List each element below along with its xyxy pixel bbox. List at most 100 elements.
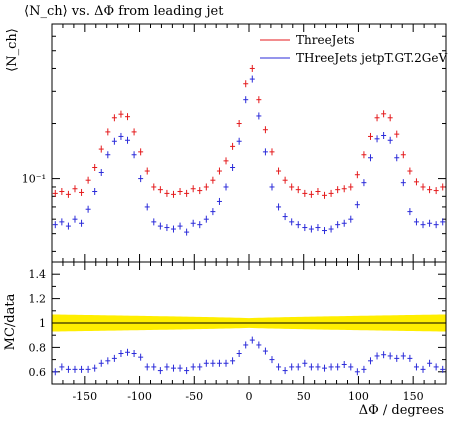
- data-point-threejets: [223, 157, 229, 165]
- data-point-jetpt: [381, 132, 387, 140]
- data-point-jetpt: [236, 137, 242, 145]
- ratio-data-point: [295, 363, 301, 371]
- main-ytick-label: 10⁻¹: [22, 173, 46, 186]
- data-point-threejets: [164, 189, 170, 197]
- ratio-data-point: [190, 363, 196, 371]
- data-point-jetpt: [367, 154, 373, 162]
- data-point-jetpt: [85, 205, 91, 213]
- data-point-jetpt: [256, 112, 262, 120]
- data-point-threejets: [79, 188, 85, 196]
- data-point-jetpt: [394, 154, 400, 162]
- data-point-threejets: [413, 178, 419, 186]
- data-point-threejets: [348, 183, 354, 191]
- ratio-xtick-label: -150: [72, 390, 97, 403]
- data-point-jetpt: [276, 203, 282, 211]
- data-point-threejets: [322, 191, 328, 199]
- ratio-data-point: [98, 359, 104, 367]
- ratio-data-point: [85, 365, 91, 373]
- data-point-threejets: [440, 183, 446, 191]
- ratio-data-point: [282, 367, 288, 375]
- ratio-data-point: [407, 354, 413, 362]
- ratio-data-point: [210, 359, 216, 367]
- ratio-data-point: [203, 359, 209, 367]
- data-point-jetpt: [131, 151, 137, 159]
- data-point-threejets: [361, 151, 367, 159]
- ratio-data-point: [92, 364, 98, 372]
- data-point-jetpt: [440, 218, 446, 226]
- data-point-jetpt: [170, 225, 176, 233]
- ratio-data-point: [249, 336, 255, 344]
- data-point-threejets: [282, 176, 288, 184]
- data-point-jetpt: [98, 168, 104, 176]
- ratio-ytick-label: 0.8: [29, 341, 47, 354]
- ratio-ytick-label: 1: [39, 317, 46, 330]
- data-point-threejets: [170, 190, 176, 198]
- ratio-xtick-label: 50: [297, 390, 311, 403]
- ratio-data-point: [315, 363, 321, 371]
- ratio-data-point: [184, 367, 190, 375]
- ratio-data-point: [131, 350, 137, 357]
- data-point-threejets: [433, 187, 439, 195]
- data-point-jetpt: [190, 219, 196, 227]
- data-point-threejets: [65, 190, 71, 198]
- ratio-data-point: [144, 363, 150, 371]
- data-point-jetpt: [210, 208, 216, 216]
- data-point-threejets: [367, 132, 373, 140]
- ratio-data-point: [367, 357, 373, 365]
- data-point-jetpt: [341, 219, 347, 227]
- data-point-jetpt: [282, 213, 288, 221]
- ratio-data-point: [59, 363, 65, 371]
- ratio-data-point: [341, 360, 347, 368]
- data-point-threejets: [335, 186, 341, 194]
- ratio-data-point: [328, 363, 334, 371]
- ratio-data-point: [170, 364, 176, 372]
- data-point-jetpt: [197, 221, 203, 229]
- data-point-threejets: [203, 183, 209, 191]
- data-point-threejets: [138, 148, 144, 156]
- data-point-jetpt: [302, 224, 308, 232]
- data-point-threejets: [52, 189, 58, 197]
- ratio-xtick-label: -50: [185, 390, 203, 403]
- data-point-jetpt: [59, 218, 65, 226]
- main-title: ⟨N_ch⟩ vs. ΔΦ from leading jet: [24, 4, 224, 19]
- ratio-plot-panel: 0.6 0.8 1 1.2 1.4 -150 -100 -50 0 50 100 150: [29, 261, 447, 403]
- data-point-jetpt: [216, 197, 222, 205]
- ratio-data-point: [335, 363, 341, 371]
- data-point-jetpt: [144, 203, 150, 211]
- data-point-threejets: [262, 126, 268, 134]
- data-point-threejets: [328, 189, 334, 197]
- data-point-threejets: [184, 189, 190, 197]
- data-point-jetpt: [354, 201, 360, 209]
- data-point-jetpt: [125, 136, 131, 144]
- ratio-data-point: [157, 367, 163, 375]
- ratio-data-point: [243, 341, 249, 349]
- data-point-threejets: [59, 188, 65, 196]
- data-point-threejets: [374, 114, 380, 122]
- ratio-data-point: [230, 357, 236, 365]
- data-point-threejets: [256, 96, 262, 104]
- ratio-data-point: [381, 351, 387, 359]
- data-point-jetpt: [308, 225, 314, 233]
- data-point-threejets: [394, 130, 400, 138]
- ratio-data-point: [164, 363, 170, 371]
- ratio-ylabel: MC/data: [3, 293, 18, 350]
- data-point-threejets: [230, 142, 236, 150]
- ratio-data-point: [223, 359, 229, 367]
- data-point-jetpt: [138, 175, 144, 183]
- ratio-data-point: [151, 363, 157, 371]
- data-point-threejets: [249, 64, 255, 72]
- ratio-xlabel: ΔΦ / degrees: [359, 403, 444, 418]
- ratio-data-point: [348, 363, 354, 371]
- ratio-data-point: [138, 353, 144, 361]
- ratio-data-point: [269, 356, 275, 364]
- data-point-threejets: [315, 188, 321, 196]
- ratio-data-point: [262, 347, 268, 355]
- data-point-threejets: [105, 128, 111, 136]
- ratio-data-point: [125, 348, 131, 356]
- ratio-ytick-label: 0.6: [29, 366, 47, 379]
- data-point-jetpt: [322, 227, 328, 235]
- ratio-xtick-label: 150: [403, 390, 424, 403]
- data-point-threejets: [341, 185, 347, 193]
- ratio-data-point: [177, 364, 183, 372]
